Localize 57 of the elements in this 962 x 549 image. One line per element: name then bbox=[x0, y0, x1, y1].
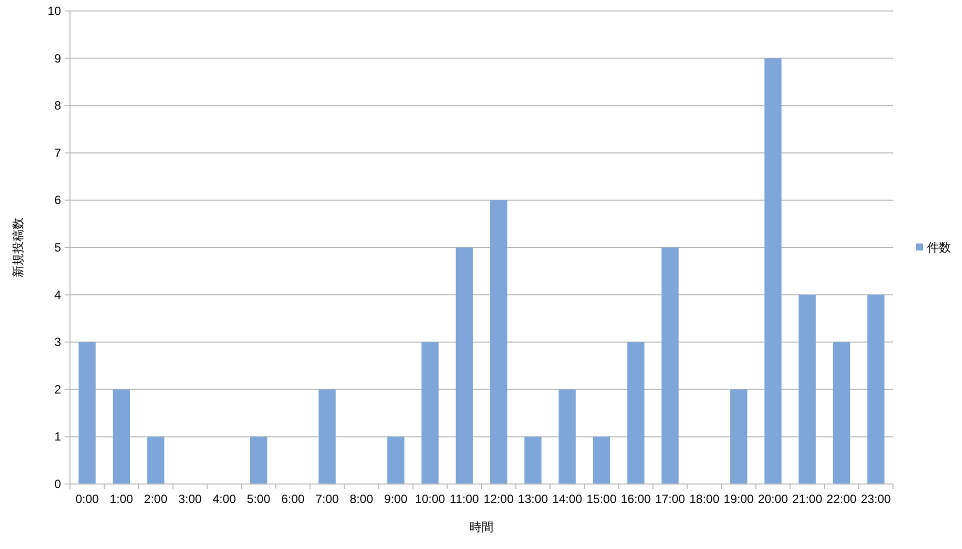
y-tick-label: 2 bbox=[54, 382, 62, 396]
x-tick-label: 5:00 bbox=[246, 492, 271, 506]
x-tick-label: 11:00 bbox=[450, 492, 480, 506]
x-tick-label: 10:00 bbox=[415, 492, 446, 506]
bar bbox=[867, 294, 884, 484]
y-tick-label: 9 bbox=[54, 51, 62, 66]
x-tick-label: 19:00 bbox=[724, 492, 754, 506]
x-tick-label: 15:00 bbox=[586, 492, 617, 506]
x-tick-label: 18:00 bbox=[689, 492, 720, 506]
x-tick-label: 3:00 bbox=[178, 492, 202, 506]
legend-label: 件数 bbox=[927, 240, 951, 254]
bar bbox=[832, 342, 850, 484]
bar bbox=[730, 389, 748, 484]
x-tick-label: 16:00 bbox=[620, 492, 652, 506]
x-tick-label: 8:00 bbox=[350, 492, 374, 506]
bar bbox=[112, 389, 130, 484]
y-axis-title: 新規投稿数 bbox=[11, 218, 25, 278]
x-tick-label: 2:00 bbox=[144, 492, 168, 506]
bar bbox=[627, 342, 644, 484]
x-tick-label: 7:00 bbox=[316, 492, 340, 506]
x-tick-label: 9:00 bbox=[384, 492, 408, 506]
y-tick-label: 4 bbox=[54, 288, 62, 302]
y-tick-label: 8 bbox=[54, 98, 62, 113]
x-tick-label: 14:00 bbox=[552, 492, 583, 506]
bar bbox=[592, 436, 610, 484]
y-tick-label: 10 bbox=[48, 4, 62, 18]
bar bbox=[558, 389, 576, 484]
bar bbox=[764, 58, 782, 484]
x-tick-label: 4:00 bbox=[212, 492, 236, 506]
bar bbox=[387, 436, 404, 484]
x-tick-label: 13:00 bbox=[518, 492, 548, 506]
x-tick-label: 12:00 bbox=[484, 492, 514, 506]
x-tick-label: 22:00 bbox=[826, 492, 857, 506]
bar bbox=[524, 436, 542, 484]
y-tick-label: 0 bbox=[54, 477, 62, 491]
y-tick-label: 7 bbox=[54, 146, 62, 160]
y-tick-label: 3 bbox=[54, 335, 62, 350]
bar bbox=[250, 436, 268, 484]
bar bbox=[490, 200, 508, 484]
bar bbox=[456, 248, 473, 484]
bar bbox=[421, 342, 439, 484]
bar bbox=[318, 389, 336, 484]
x-tick-label: 21:00 bbox=[792, 492, 823, 506]
y-tick-label: 5 bbox=[54, 240, 62, 254]
x-tick-label: 0:00 bbox=[75, 492, 100, 506]
bar bbox=[78, 342, 96, 484]
x-tick-label: 17:00 bbox=[655, 492, 686, 506]
x-tick-label: 6:00 bbox=[281, 492, 305, 506]
y-tick-label: 6 bbox=[54, 193, 62, 208]
x-axis-title: 時間 bbox=[470, 520, 494, 534]
x-tick-label: 20:00 bbox=[758, 492, 788, 506]
bar bbox=[147, 436, 164, 484]
bar bbox=[798, 294, 816, 484]
y-tick-label: 1 bbox=[54, 430, 62, 444]
x-tick-label: 1:00 bbox=[110, 492, 134, 506]
bar bbox=[662, 248, 679, 484]
x-tick-label: 23:00 bbox=[860, 492, 892, 506]
